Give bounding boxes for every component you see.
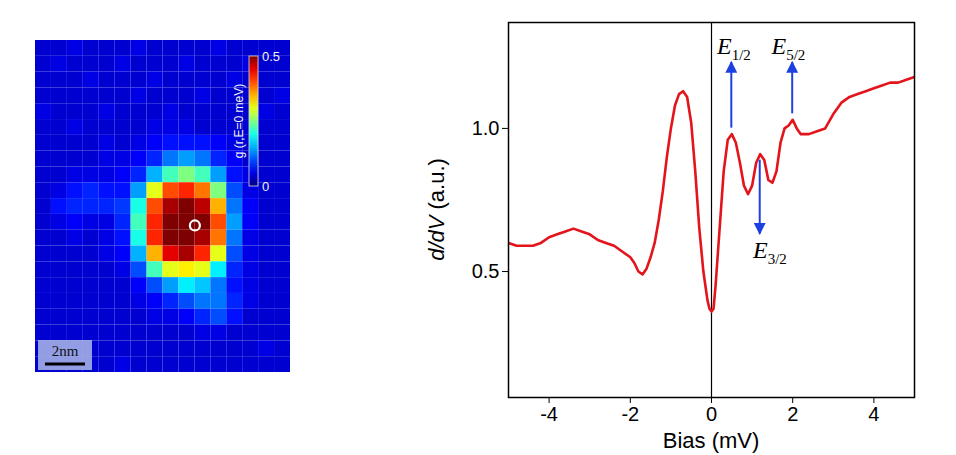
svg-text:E3/2: E3/2 <box>752 237 787 267</box>
svg-text:-4: -4 <box>540 403 558 425</box>
svg-text:E1/2: E1/2 <box>716 33 751 63</box>
svg-text:g (r,E=0 meV): g (r,E=0 meV) <box>232 84 246 158</box>
svg-text:-2: -2 <box>621 403 639 425</box>
svg-text:0: 0 <box>706 403 717 425</box>
svg-text:Bias (mV): Bias (mV) <box>663 428 760 453</box>
svg-text:0.5: 0.5 <box>472 260 500 282</box>
svg-text:0.5: 0.5 <box>262 49 280 64</box>
svg-text:1.0: 1.0 <box>472 117 500 139</box>
svg-text:2: 2 <box>787 403 798 425</box>
svg-text:d/dV (a.u.): d/dV (a.u.) <box>424 158 449 261</box>
svg-text:0: 0 <box>262 179 269 194</box>
svg-text:2nm: 2nm <box>52 343 79 359</box>
svg-text:E5/2: E5/2 <box>771 33 806 63</box>
svg-text:4: 4 <box>868 403 879 425</box>
